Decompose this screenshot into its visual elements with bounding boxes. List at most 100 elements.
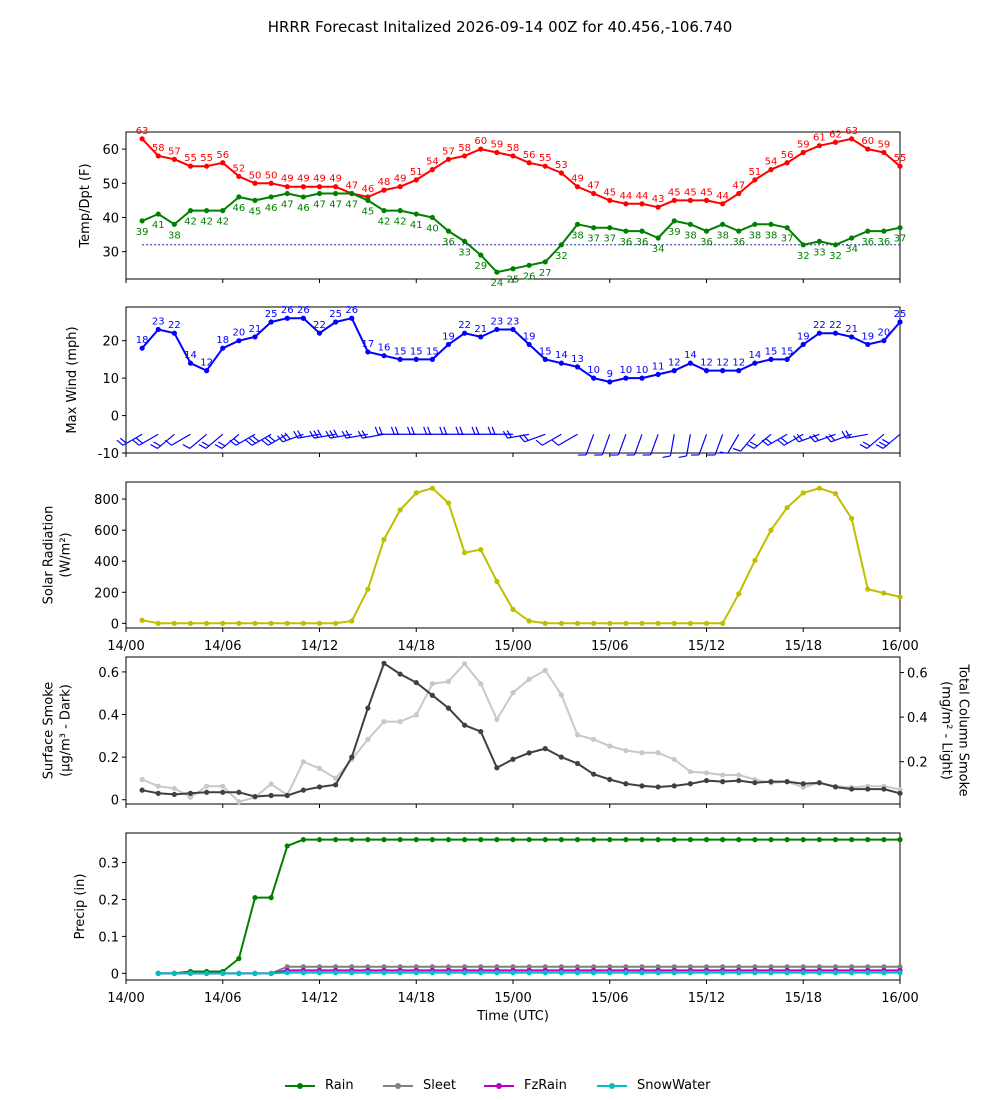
wind-barb-32 [642, 434, 659, 456]
temp-temp-point-24 [526, 160, 532, 166]
temp-dewpoint-data-label-10: 46 [297, 203, 310, 214]
temp-dewpoint-data-label-23: 25 [507, 275, 520, 286]
wind-barb-shaft-5 [205, 433, 224, 449]
temp-temp-data-label-25: 55 [539, 153, 552, 164]
temp-temp-data-label-28: 47 [587, 181, 600, 192]
temp-dewpoint-data-label-41: 32 [797, 251, 810, 262]
wind-speed-data-label-35: 12 [700, 358, 713, 369]
wind-ytick-label-3: 20 [102, 335, 119, 350]
solar-radiation-point-14 [365, 586, 371, 592]
temp-temp-point-45 [865, 146, 871, 152]
precip-sleet-point-42 [832, 964, 839, 970]
temp-temp-data-label-10: 49 [297, 174, 310, 185]
temp-temp-point-42 [816, 143, 822, 149]
wind-barb-shaft-28 [585, 434, 595, 456]
wind-barb-feather-21-1 [459, 426, 464, 435]
temp-dewpoint-point-8 [268, 194, 274, 200]
temp-dewpoint-data-label-43: 32 [829, 251, 842, 262]
smoke-surface-point-44 [849, 786, 855, 792]
precip-sleet-point-32 [671, 964, 677, 970]
precip-snowwater-point-14 [381, 970, 387, 976]
temp-temp-data-label-14: 46 [362, 184, 375, 195]
legend-label-snowwater: SnowWater [637, 1078, 711, 1093]
wind-barb-feather-38-0 [732, 447, 741, 452]
precip-snowwater-point-39 [784, 970, 790, 976]
precip-xlabel: Time (UTC) [476, 1009, 549, 1024]
precip-rain-point-21 [494, 837, 500, 843]
precip-ylabel-0: Precip (in) [73, 874, 88, 940]
smoke-surface-point-46 [881, 786, 887, 792]
precip-snowwater-point-38 [768, 970, 774, 976]
temp-ytick-label-0: 30 [102, 246, 119, 261]
temp-dewpoint-data-label-3: 42 [184, 217, 197, 228]
wind-barb-shaft-27 [558, 433, 578, 446]
wind-barb-feather-13-0 [325, 430, 331, 439]
temp-temp-point-30 [623, 201, 629, 207]
temp-temp-data-label-33: 45 [668, 187, 681, 198]
precip-snowwater-point-10 [316, 970, 323, 976]
solar-radiation-point-27 [574, 620, 581, 626]
temp-dewpoint-point-38 [752, 221, 758, 227]
smoke-surface-point-26 [558, 754, 564, 760]
precip-rain-point-9 [300, 837, 306, 843]
precip-rain-point-22 [510, 837, 516, 843]
precip-ytick-label-2: 0.2 [98, 893, 119, 908]
precip-rain-point-40 [800, 837, 806, 843]
temp-dewpoint-data-label-42: 33 [813, 247, 826, 258]
smoke-ytick-right-label-2: 0.6 [907, 667, 928, 682]
wind-barb-feather-4-0 [182, 443, 191, 449]
precip-sleet-point-20 [478, 964, 484, 970]
solar-radiation-point-46 [881, 590, 887, 596]
wind-barb-34 [678, 434, 691, 459]
wind-speed-data-label-12: 25 [329, 309, 342, 320]
temp-dewpoint-point-45 [865, 228, 871, 234]
wind-barb-feather-12-2 [317, 429, 323, 438]
wind-barb-feather-19-0 [423, 426, 428, 435]
solar-radiation-point-0 [139, 617, 145, 623]
temp-temp-point-44 [849, 136, 855, 142]
solar-radiation-point-36 [720, 620, 726, 626]
wind-barb-feather-9-2 [268, 435, 276, 442]
smoke-surface-point-21 [478, 728, 484, 735]
precip-rain-point-41 [816, 837, 822, 843]
wind-speed-data-label-31: 10 [636, 365, 649, 376]
smoke-column-point-0 [139, 776, 145, 783]
smoke-column-point-28 [591, 736, 597, 743]
smoke-ylabel-1: (μg/m³ - Dark) [59, 684, 74, 777]
temp-dewpoint-point-12 [333, 190, 339, 197]
precip-snowwater-point-32 [671, 970, 677, 976]
wind-speed-point-2 [171, 330, 177, 336]
precip-snowwater-point-16 [413, 970, 419, 976]
solar-radiation-point-45 [865, 586, 871, 592]
precip-xtick-label-6: 15/12 [688, 991, 725, 1006]
temp-dewpoint-data-label-46: 36 [878, 237, 891, 248]
precip-snowwater-point-35 [720, 970, 726, 976]
temp-dewpoint-data-label-38: 38 [749, 230, 762, 241]
smoke-surface-point-29 [607, 776, 613, 783]
precip-rain-point-45 [881, 837, 887, 843]
precip-snowwater-point-3 [204, 970, 210, 976]
wind-barb-28 [578, 434, 595, 456]
precip-rain-point-24 [542, 837, 548, 843]
temp-dewpoint-data-label-35: 36 [700, 237, 713, 248]
temp-dewpoint-data-label-9: 47 [281, 200, 294, 211]
temp-dewpoint-data-label-33: 39 [668, 227, 681, 238]
smoke-column-point-14 [365, 736, 371, 743]
smoke-column-point-4 [204, 783, 210, 789]
precip-sleet-point-26 [574, 964, 581, 970]
solar-radiation-point-10 [300, 620, 306, 626]
solar-radiation-point-19 [445, 500, 452, 506]
temp-dewpoint-point-23 [510, 266, 516, 272]
wind-barb-shaft-8 [251, 433, 272, 446]
temp-dewpoint-data-label-12: 47 [329, 200, 342, 211]
temp-temp-data-label-24: 56 [523, 150, 536, 161]
wind-speed-point-7 [252, 334, 258, 340]
temp-temp-point-12 [333, 184, 339, 190]
smoke-surface-point-32 [655, 784, 661, 790]
smoke-surface-point-7 [252, 793, 258, 800]
wind-speed-point-9 [284, 315, 290, 321]
precip-snowwater-point-30 [639, 970, 645, 976]
temp-temp-data-label-11: 49 [313, 174, 326, 185]
wind-speed-data-label-40: 15 [781, 346, 794, 357]
temp-temp-data-label-21: 60 [474, 136, 487, 147]
